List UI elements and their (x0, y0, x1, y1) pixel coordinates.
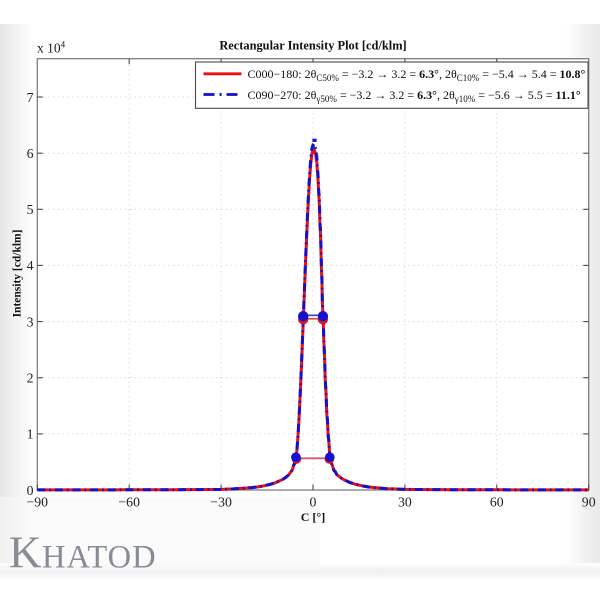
svg-text:C [°]: C [°] (301, 510, 325, 524)
svg-text:4: 4 (27, 258, 34, 273)
svg-text:1: 1 (27, 427, 34, 442)
svg-text:C090−270: 2θγ50% = −3.2 → 3.2: C090−270: 2θγ50% = −3.2 → 3.2 = 6.3°, 2θ… (248, 88, 581, 104)
svg-text:6: 6 (27, 146, 34, 161)
svg-text:Intensity [cd/klm]: Intensity [cd/klm] (12, 230, 24, 318)
svg-text:90: 90 (582, 495, 596, 510)
svg-text:30: 30 (398, 495, 412, 510)
svg-text:5: 5 (27, 202, 34, 217)
svg-text:0: 0 (310, 495, 317, 510)
svg-text:0: 0 (27, 483, 34, 498)
svg-text:Rectangular Intensity Plot [cd: Rectangular Intensity Plot [cd/klm] (219, 39, 406, 53)
svg-text:x 104: x 104 (37, 40, 66, 56)
svg-text:3: 3 (27, 314, 34, 329)
svg-text:60: 60 (490, 495, 504, 510)
svg-text:7: 7 (27, 90, 34, 105)
svg-text:C000−180: 2θC50% = −3.2 → 3.2: C000−180: 2θC50% = −3.2 → 3.2 = 6.3°, 2θ… (248, 67, 586, 83)
svg-text:−60: −60 (118, 495, 140, 510)
svg-text:−90: −90 (27, 495, 49, 510)
svg-text:−30: −30 (210, 495, 232, 510)
svg-text:2: 2 (27, 371, 34, 386)
